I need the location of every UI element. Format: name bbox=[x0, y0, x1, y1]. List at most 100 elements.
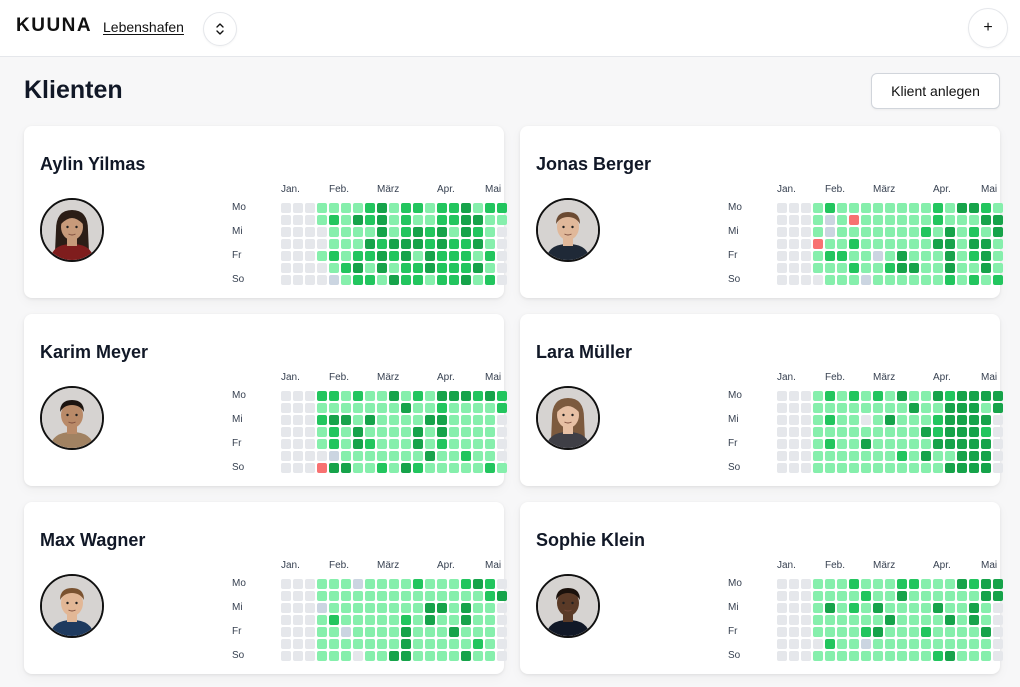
heatmap-cell bbox=[449, 603, 459, 613]
heatmap-cell bbox=[365, 439, 375, 449]
client-card[interactable]: Aylin Yilmas Jan. Feb. März Apr. Mai Mo Mi Fr So bbox=[24, 126, 507, 298]
heatmap-cell bbox=[497, 239, 507, 249]
heatmap-cell bbox=[897, 203, 907, 213]
heatmap-cell bbox=[981, 463, 991, 473]
heatmap-cell bbox=[981, 403, 991, 413]
heatmap-cell bbox=[305, 603, 315, 613]
day-label: So bbox=[728, 462, 741, 473]
heatmap-cell bbox=[825, 391, 835, 401]
heatmap-cell bbox=[473, 651, 483, 661]
heatmap-cell bbox=[837, 463, 847, 473]
heatmap-cell bbox=[473, 251, 483, 261]
heatmap-cell bbox=[945, 391, 955, 401]
heatmap-cell bbox=[825, 639, 835, 649]
heatmap-cell bbox=[377, 651, 387, 661]
heatmap-cell bbox=[897, 391, 907, 401]
heatmap-cell bbox=[837, 275, 847, 285]
create-client-button[interactable]: Klient anlegen bbox=[871, 73, 1000, 109]
heatmap-cell bbox=[497, 427, 507, 437]
heatmap-cell bbox=[825, 263, 835, 273]
heatmap-cell bbox=[293, 391, 303, 401]
heatmap-cell bbox=[873, 615, 883, 625]
heatmap-cell bbox=[873, 651, 883, 661]
heatmap-cell bbox=[281, 627, 291, 637]
month-label: Apr. bbox=[437, 560, 455, 571]
heatmap-cell bbox=[377, 615, 387, 625]
heatmap-cell bbox=[461, 603, 471, 613]
heatmap-cell bbox=[293, 427, 303, 437]
heatmap-cell bbox=[353, 251, 363, 261]
month-label: Jan. bbox=[281, 184, 300, 195]
client-card[interactable]: Jonas Berger Jan. Feb. März Apr. Mai Mo Mi Fr So bbox=[520, 126, 1003, 298]
heatmap-cell bbox=[353, 215, 363, 225]
heatmap-cell bbox=[969, 263, 979, 273]
heatmap-cell bbox=[293, 275, 303, 285]
heatmap-cell bbox=[329, 215, 339, 225]
heatmap-cell bbox=[981, 579, 991, 589]
day-label: Fr bbox=[232, 250, 242, 261]
heatmap-cell bbox=[861, 427, 871, 437]
heatmap-cell bbox=[981, 391, 991, 401]
heatmap-cell bbox=[281, 415, 291, 425]
day-label: So bbox=[728, 650, 741, 661]
heatmap-cell bbox=[377, 215, 387, 225]
heatmap-cell bbox=[317, 251, 327, 261]
day-label: Mo bbox=[728, 578, 742, 589]
client-card[interactable]: Sophie Klein Jan. Feb. März Apr. Mai Mo Mi Fr So bbox=[520, 502, 1003, 674]
heatmap-cell bbox=[909, 639, 919, 649]
heatmap-cell bbox=[485, 275, 495, 285]
heatmap-cell bbox=[801, 415, 811, 425]
day-label: Fr bbox=[232, 626, 242, 637]
heatmap-cell bbox=[813, 263, 823, 273]
heatmap-cell bbox=[981, 239, 991, 249]
heatmap-cell bbox=[849, 615, 859, 625]
add-button[interactable]: + bbox=[968, 8, 1008, 48]
heatmap-cell bbox=[873, 603, 883, 613]
heatmap-cell bbox=[437, 427, 447, 437]
heatmap-cell bbox=[993, 263, 1003, 273]
heatmap-cell bbox=[945, 215, 955, 225]
heatmap-cell bbox=[945, 403, 955, 413]
heatmap-cell bbox=[413, 215, 423, 225]
heatmap-cell bbox=[993, 627, 1003, 637]
heatmap-cell bbox=[801, 651, 811, 661]
heatmap-cell bbox=[341, 275, 351, 285]
day-label: So bbox=[232, 462, 245, 473]
heatmap-cell bbox=[789, 439, 799, 449]
heatmap-cell bbox=[921, 239, 931, 249]
brand-logo[interactable]: KUUNA bbox=[16, 15, 93, 36]
heatmap-cell bbox=[885, 603, 895, 613]
heatmap-cell bbox=[413, 627, 423, 637]
heatmap-cell bbox=[353, 275, 363, 285]
heatmap-cell bbox=[281, 651, 291, 661]
client-card[interactable]: Lara Müller Jan. Feb. März Apr. Mai Mo Mi Fr So bbox=[520, 314, 1003, 486]
heatmap-cell bbox=[921, 463, 931, 473]
heatmap-cell bbox=[933, 439, 943, 449]
heatmap-cell bbox=[933, 203, 943, 213]
heatmap-cell bbox=[305, 627, 315, 637]
organization-switch-button[interactable] bbox=[203, 12, 237, 46]
heatmap-cell bbox=[389, 239, 399, 249]
heatmap-cell bbox=[341, 463, 351, 473]
client-name: Sophie Klein bbox=[536, 530, 646, 550]
heatmap-cell bbox=[497, 215, 507, 225]
heatmap-cell bbox=[981, 227, 991, 237]
client-card[interactable]: Karim Meyer Jan. Feb. März Apr. Mai Mo Mi Fr So bbox=[24, 314, 507, 486]
heatmap-cell bbox=[861, 615, 871, 625]
heatmap-cell bbox=[329, 263, 339, 273]
heatmap-cell bbox=[885, 579, 895, 589]
heatmap-cell bbox=[933, 275, 943, 285]
heatmap-cell bbox=[473, 427, 483, 437]
client-card[interactable]: Max Wagner Jan. Feb. März Apr. Mai Mo Mi Fr So bbox=[24, 502, 507, 674]
heatmap-cell bbox=[317, 403, 327, 413]
heatmap-cell bbox=[969, 403, 979, 413]
organization-link[interactable]: Lebenshafen bbox=[103, 19, 184, 35]
heatmap-cell bbox=[873, 463, 883, 473]
heatmap-cell bbox=[993, 651, 1003, 661]
heatmap-cell bbox=[341, 651, 351, 661]
heatmap-cell bbox=[353, 391, 363, 401]
heatmap-cell bbox=[969, 639, 979, 649]
heatmap-cell bbox=[837, 603, 847, 613]
heatmap-cell bbox=[365, 451, 375, 461]
heatmap-cell bbox=[933, 651, 943, 661]
